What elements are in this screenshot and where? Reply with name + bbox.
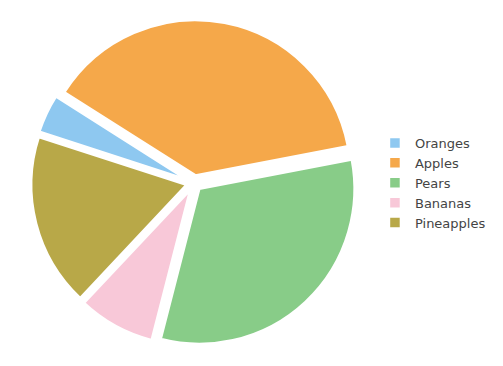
- svg-text:Apples: Apples: [415, 156, 459, 171]
- svg-text:Pineapples: Pineapples: [415, 216, 485, 231]
- svg-text:Oranges: Oranges: [415, 136, 470, 151]
- svg-text:Bananas: Bananas: [415, 196, 471, 211]
- svg-text:Pears: Pears: [415, 176, 451, 191]
